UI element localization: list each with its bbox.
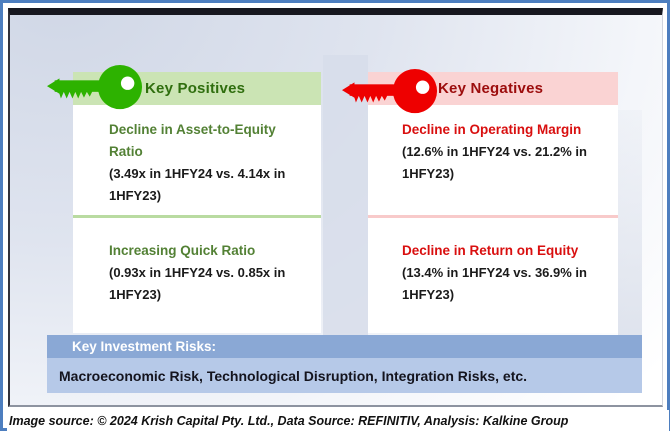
negatives-cards: Decline in Operating Margin (12.6% in 1H…: [368, 105, 618, 333]
investment-risks-header: Key Investment Risks:: [47, 335, 642, 358]
negative-card-return-on-equity: Decline in Return on Equity (13.4% in 1H…: [368, 218, 618, 333]
negative-card-detail: (12.6% in 1HFY24 vs. 21.2% in 1HFY23): [402, 144, 587, 181]
positive-card-detail: (3.49x in 1HFY24 vs. 4.14x in 1HFY23): [109, 166, 286, 203]
positive-card-title: Decline in Asset-to-Equity Ratio: [109, 122, 276, 159]
positive-card-title: Increasing Quick Ratio: [109, 243, 256, 258]
investment-risks-banner: Key Investment Risks: Macroeconomic Risk…: [47, 335, 642, 393]
investment-risks-body: Macroeconomic Risk, Technological Disrup…: [47, 358, 642, 393]
positive-card-detail: (0.93x in 1HFY24 vs. 0.85x in 1HFY23): [109, 265, 286, 302]
footer-attribution-text: Image source: © 2024 Krish Capital Pty. …: [9, 413, 569, 428]
key-icon: [342, 68, 438, 114]
positive-card-asset-to-equity: Decline in Asset-to-Equity Ratio (3.49x …: [73, 105, 321, 215]
investment-risks-text: Macroeconomic Risk, Technological Disrup…: [59, 367, 528, 384]
negative-card-title: Decline in Return on Equity: [402, 243, 579, 258]
footer-bar: Image source: © 2024 Krish Capital Pty. …: [7, 410, 669, 431]
positives-cards: Decline in Asset-to-Equity Ratio (3.49x …: [73, 105, 321, 333]
negatives-header-label: Key Negatives: [438, 80, 544, 97]
negative-card-detail: (13.4% in 1HFY24 vs. 36.9% in 1HFY23): [402, 265, 587, 302]
positives-header-label: Key Positives: [145, 80, 246, 97]
main-panel: Key Positives Decline in Asset-to-Equity…: [8, 8, 663, 407]
key-icon: [47, 64, 143, 110]
negative-card-operating-margin: Decline in Operating Margin (12.6% in 1H…: [368, 105, 618, 215]
negative-card-title: Decline in Operating Margin: [402, 122, 582, 137]
investment-risks-header-label: Key Investment Risks:: [72, 339, 217, 354]
negatives-divider: [368, 215, 618, 218]
column-gap-shade: [323, 55, 368, 335]
positives-divider: [73, 215, 321, 218]
right-edge-shade: [618, 110, 642, 335]
positive-card-quick-ratio: Increasing Quick Ratio (0.93x in 1HFY24 …: [73, 218, 321, 333]
